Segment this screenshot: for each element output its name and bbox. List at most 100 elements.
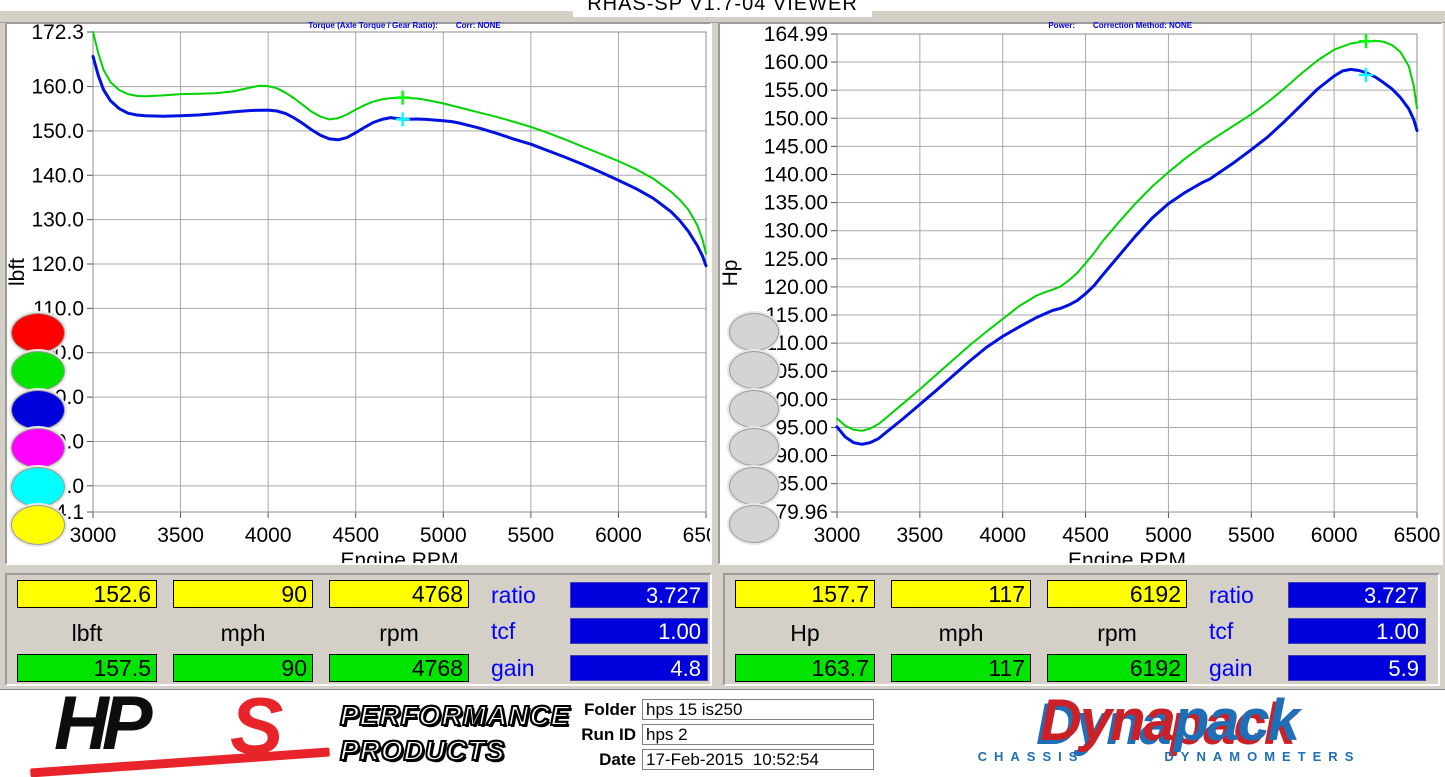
svg-text:6500: 6500 [1394,524,1441,547]
cursor-hp-value: 157.7 [735,580,875,608]
gain-label: gain [1209,655,1253,681]
svg-text:90.00: 90.00 [775,445,828,468]
svg-text:145.00: 145.00 [764,135,828,158]
hps-tagline: PERFORMANCE PRODUCTS [339,698,571,768]
tcf-value: 1.00 [1288,618,1426,644]
svg-text:150.00: 150.00 [764,107,828,130]
channel-button-yellow[interactable] [11,505,65,545]
svg-text:Hp: Hp [720,260,742,287]
cursor-lbft-value: 152.6 [17,580,157,608]
svg-text:130.0: 130.0 [31,209,84,232]
svg-text:3000: 3000 [814,524,861,547]
folder-label: Folder [584,699,636,719]
svg-text:95.00: 95.00 [775,416,828,439]
channel-button-gray-5[interactable] [729,467,779,505]
svg-text:105.00: 105.00 [764,360,828,383]
power-chart-panel: 3000 3500 4000 4500 5000 5500 6000 6500 164.99 16… [718,22,1443,565]
dynapack-dynamometers-text: DYNAMOMETERS [1164,749,1361,764]
window-title: RHAS-SP V1.7-04 VIEWER [573,0,872,17]
svg-text:4000: 4000 [245,524,292,547]
svg-text:6500: 6500 [683,524,710,547]
svg-text:120.00: 120.00 [764,276,828,299]
date-row: Date [556,749,874,770]
svg-text:4500: 4500 [1062,524,1109,547]
channel-button-magenta[interactable] [11,428,65,468]
run-rpm-value: 6192 [1047,654,1187,682]
cursor-rpm-value: 6192 [1047,580,1187,608]
run-hp-value: 163.7 [735,654,875,682]
cursor-rpm-value: 4768 [329,580,469,608]
svg-text:4500: 4500 [332,524,379,547]
dynapack-pack-text: pack [1173,688,1300,753]
hps-tagline-1: PERFORMANCE [339,699,571,732]
power-header-label: Power: [1048,21,1076,30]
svg-text:3500: 3500 [896,524,943,547]
svg-text:160.00: 160.00 [764,51,828,74]
unit-label-hp: Hp [790,620,820,646]
date-field[interactable] [642,749,874,770]
svg-text:5500: 5500 [507,524,554,547]
date-label: Date [599,749,636,769]
power-chart: 3000 3500 4000 4500 5000 5500 6000 6500 164.99 16… [720,24,1441,563]
channel-button-gray-6[interactable] [729,505,779,543]
svg-text:3500: 3500 [157,524,204,547]
svg-text:lbft: lbft [7,258,29,286]
dynapack-subtitle: CHASSIS DYNAMOMETERS [898,749,1440,764]
unit-label-rpm: rpm [379,620,419,646]
svg-text:3000: 3000 [70,524,117,547]
gain-value: 5.9 [1288,655,1426,681]
tcf-value: 1.00 [570,618,708,644]
svg-text:Engine RPM: Engine RPM [1068,549,1186,563]
run-id-row: Run ID [556,724,874,745]
svg-text:85.00: 85.00 [775,473,828,496]
channel-button-gray-1[interactable] [729,313,779,351]
gain-value: 4.8 [570,655,708,681]
run-mph-value: 117 [891,654,1031,682]
channel-button-blue[interactable] [11,390,65,430]
channel-button-gray-2[interactable] [729,351,779,389]
channel-button-cyan[interactable] [11,467,65,507]
svg-text:79.96: 79.96 [775,501,828,524]
channel-button-green[interactable] [11,351,65,391]
svg-text:5000: 5000 [420,524,467,547]
ratio-value: 3.727 [570,582,708,608]
svg-text:125.00: 125.00 [764,248,828,271]
svg-text:6000: 6000 [595,524,642,547]
svg-text:100.00: 100.00 [764,388,828,411]
torque-corr-label: Corr: NONE [455,21,501,30]
svg-text:115.00: 115.00 [765,304,828,327]
unit-label-lbft: lbft [71,620,103,646]
unit-label-rpm: rpm [1097,620,1137,646]
power-header: Power: Correction Method: NONE [1035,12,1192,39]
dynapack-dyna-text: Dyna [1039,688,1176,753]
unit-label-mph: mph [220,620,266,646]
svg-text:120.0: 120.0 [31,253,84,276]
svg-text:172.3: 172.3 [31,24,84,44]
gain-label: gain [491,655,535,681]
svg-text:140.0: 140.0 [31,164,84,187]
svg-text:130.00: 130.00 [764,220,828,243]
run-info-fields: Folder Run ID Date [556,699,874,774]
dynapack-logo: Dynapack CHASSIS DYNAMOMETERS [898,688,1440,765]
ratio-label: ratio [1209,582,1254,608]
dynapack-chassis-text: CHASSIS [977,749,1085,764]
run-id-label: Run ID [581,724,636,744]
folder-row: Folder [556,699,874,720]
folder-field[interactable] [642,699,874,720]
svg-text:160.0: 160.0 [31,76,84,99]
run-mph-value: 90 [173,654,313,682]
svg-text:6000: 6000 [1311,524,1358,547]
ratio-value: 3.727 [1288,582,1426,608]
hps-tagline-2: PRODUCTS [339,734,506,767]
power-data-panel: 157.7 117 6192 Hp mph rpm 163.7 117 6192… [723,573,1440,686]
channel-button-gray-3[interactable] [729,390,779,428]
run-rpm-value: 4768 [329,654,469,682]
channel-button-red[interactable] [11,313,65,353]
svg-text:4000: 4000 [979,524,1026,547]
channel-button-gray-4[interactable] [729,428,779,466]
unit-label-mph: mph [938,620,984,646]
torque-header: Torque (Axle Torque / Gear Ratio): Corr: … [295,12,501,39]
svg-text:140.00: 140.00 [764,163,828,186]
run-id-field[interactable] [642,724,874,745]
